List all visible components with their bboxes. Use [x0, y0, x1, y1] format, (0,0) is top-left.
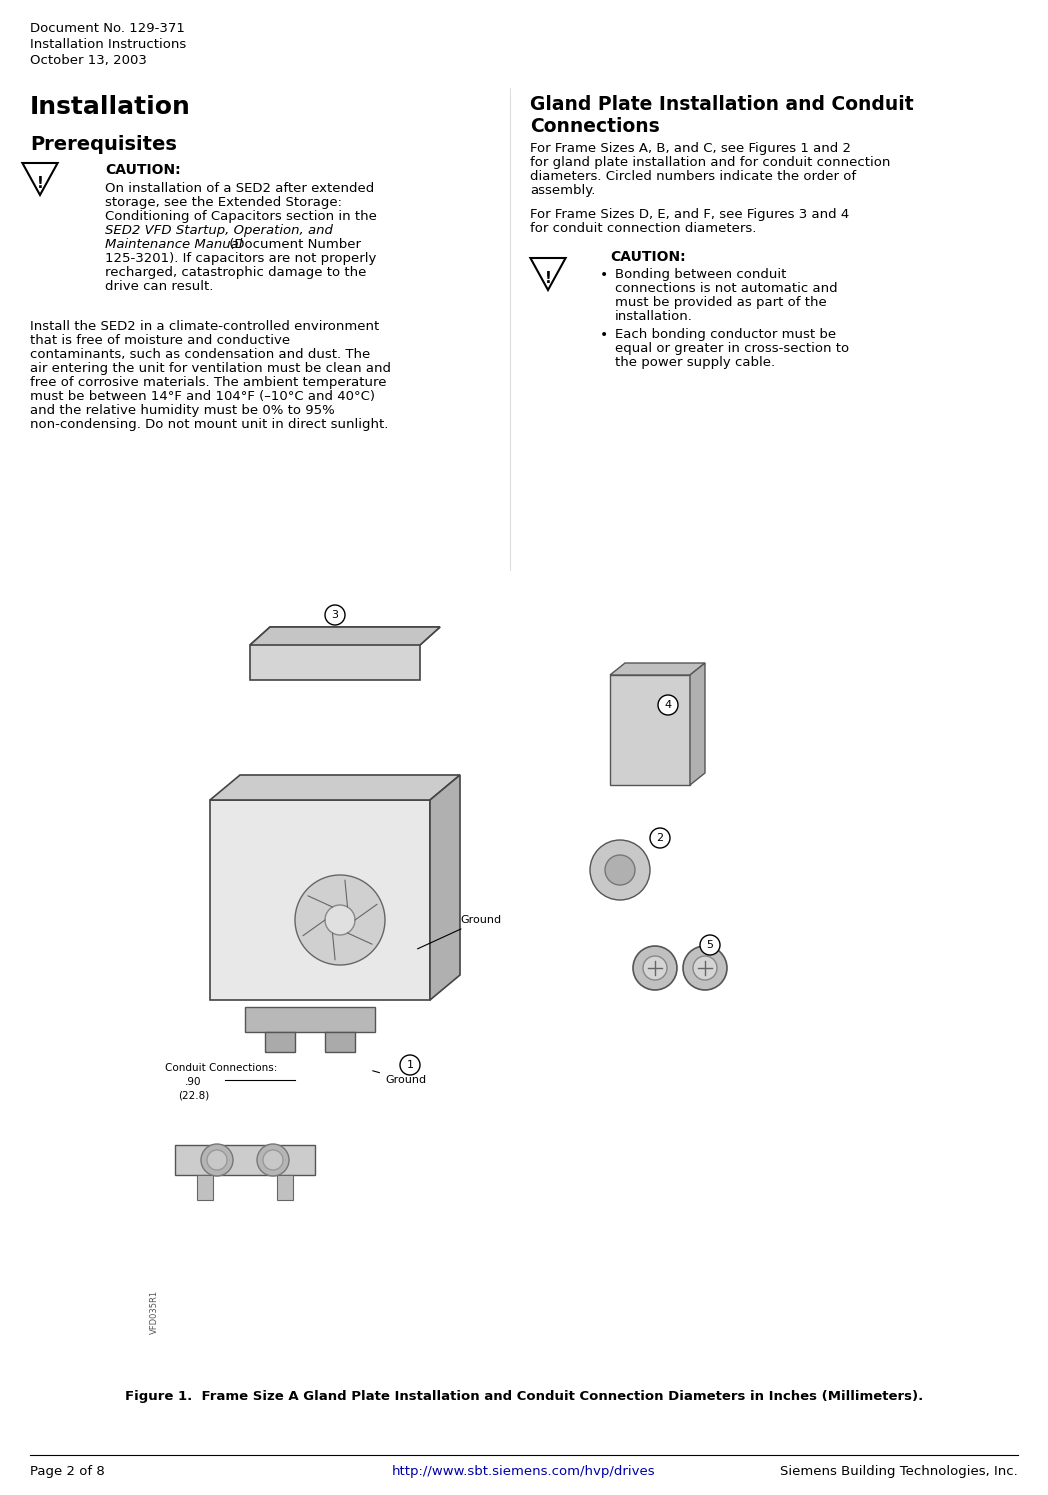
Text: VFD035R1: VFD035R1 — [150, 1290, 159, 1334]
Text: and the relative humidity must be 0% to 95%: and the relative humidity must be 0% to … — [30, 404, 334, 417]
Circle shape — [683, 946, 727, 990]
Text: assembly.: assembly. — [530, 184, 595, 197]
Text: Siemens Building Technologies, Inc.: Siemens Building Technologies, Inc. — [781, 1465, 1018, 1479]
Text: Conduit Connections:: Conduit Connections: — [165, 1063, 278, 1073]
Circle shape — [263, 1150, 283, 1171]
Text: CAUTION:: CAUTION: — [610, 250, 685, 265]
Text: Figure 1.  Frame Size A Gland Plate Installation and Conduit Connection Diameter: Figure 1. Frame Size A Gland Plate Insta… — [125, 1390, 923, 1402]
Text: 125-3201). If capacitors are not properly: 125-3201). If capacitors are not properl… — [105, 253, 376, 265]
Circle shape — [700, 934, 720, 955]
Text: that is free of moisture and conductive: that is free of moisture and conductive — [30, 333, 290, 347]
Circle shape — [693, 955, 717, 981]
Text: 3: 3 — [331, 610, 339, 620]
Text: free of corrosive materials. The ambient temperature: free of corrosive materials. The ambient… — [30, 377, 387, 389]
Text: must be between 14°F and 104°F (–10°C and 40°C): must be between 14°F and 104°F (–10°C an… — [30, 390, 375, 404]
Text: On installation of a SED2 after extended: On installation of a SED2 after extended — [105, 182, 374, 194]
Bar — [245, 1008, 375, 1032]
Text: recharged, catastrophic damage to the: recharged, catastrophic damage to the — [105, 266, 367, 280]
Text: diameters. Circled numbers indicate the order of: diameters. Circled numbers indicate the … — [530, 170, 856, 182]
Text: Gland Plate Installation and Conduit: Gland Plate Installation and Conduit — [530, 96, 914, 114]
Text: Installation Instructions: Installation Instructions — [30, 37, 187, 51]
Text: 2: 2 — [656, 833, 663, 843]
Text: CAUTION:: CAUTION: — [105, 163, 180, 176]
Circle shape — [400, 1055, 420, 1075]
Text: contaminants, such as condensation and dust. The: contaminants, such as condensation and d… — [30, 348, 370, 360]
Text: http://www.sbt.siemens.com/hvp/drives: http://www.sbt.siemens.com/hvp/drives — [392, 1465, 656, 1479]
Polygon shape — [610, 662, 705, 676]
Text: (Document Number: (Document Number — [225, 238, 361, 251]
Circle shape — [201, 1144, 233, 1177]
Circle shape — [208, 1150, 227, 1171]
Text: !: ! — [37, 176, 43, 191]
Text: Document No. 129-371: Document No. 129-371 — [30, 22, 184, 34]
Polygon shape — [22, 163, 58, 194]
Polygon shape — [690, 662, 705, 785]
Bar — [197, 1175, 213, 1200]
Text: the power supply cable.: the power supply cable. — [615, 356, 776, 369]
Text: non-condensing. Do not mount unit in direct sunlight.: non-condensing. Do not mount unit in dir… — [30, 419, 389, 431]
Text: October 13, 2003: October 13, 2003 — [30, 54, 147, 67]
Polygon shape — [430, 774, 460, 1000]
Text: equal or greater in cross-section to: equal or greater in cross-section to — [615, 342, 849, 354]
Text: must be provided as part of the: must be provided as part of the — [615, 296, 827, 309]
Bar — [325, 1032, 355, 1052]
Bar — [175, 1145, 315, 1175]
Polygon shape — [250, 626, 440, 680]
Text: 4: 4 — [664, 700, 672, 710]
Text: for conduit connection diameters.: for conduit connection diameters. — [530, 221, 757, 235]
Bar — [265, 1032, 294, 1052]
Text: SED2 VFD Startup, Operation, and: SED2 VFD Startup, Operation, and — [105, 224, 333, 238]
Circle shape — [325, 605, 345, 625]
Text: air entering the unit for ventilation must be clean and: air entering the unit for ventilation mu… — [30, 362, 391, 375]
Text: Prerequisites: Prerequisites — [30, 135, 177, 154]
Text: Connections: Connections — [530, 117, 660, 136]
Text: Install the SED2 in a climate-controlled environment: Install the SED2 in a climate-controlled… — [30, 320, 379, 333]
Text: Page 2 of 8: Page 2 of 8 — [30, 1465, 105, 1479]
Polygon shape — [210, 774, 460, 800]
Text: storage, see the Extended Storage:: storage, see the Extended Storage: — [105, 196, 342, 209]
Circle shape — [257, 1144, 289, 1177]
Circle shape — [590, 840, 650, 900]
Circle shape — [605, 855, 635, 885]
Circle shape — [658, 695, 678, 715]
Bar — [210, 800, 430, 1000]
Circle shape — [325, 904, 355, 934]
Text: for gland plate installation and for conduit connection: for gland plate installation and for con… — [530, 155, 891, 169]
Text: Bonding between conduit: Bonding between conduit — [615, 268, 786, 281]
Text: 5: 5 — [706, 940, 714, 949]
Polygon shape — [250, 626, 440, 644]
Bar — [277, 1175, 293, 1200]
Text: .90: .90 — [185, 1076, 201, 1087]
Polygon shape — [530, 259, 566, 290]
Text: Ground: Ground — [417, 915, 501, 949]
Text: •: • — [601, 327, 608, 342]
Text: Installation: Installation — [30, 96, 191, 120]
Bar — [610, 676, 690, 785]
Text: connections is not automatic and: connections is not automatic and — [615, 283, 837, 295]
Text: Maintenance Manual: Maintenance Manual — [105, 238, 242, 251]
Text: For Frame Sizes A, B, and C, see Figures 1 and 2: For Frame Sizes A, B, and C, see Figures… — [530, 142, 851, 155]
Circle shape — [294, 875, 385, 964]
Circle shape — [643, 955, 667, 981]
Text: (22.8): (22.8) — [178, 1091, 210, 1100]
Circle shape — [650, 828, 670, 848]
Text: For Frame Sizes D, E, and F, see Figures 3 and 4: For Frame Sizes D, E, and F, see Figures… — [530, 208, 849, 221]
Text: •: • — [601, 268, 608, 283]
Text: 1: 1 — [407, 1060, 414, 1070]
Text: installation.: installation. — [615, 309, 693, 323]
Text: !: ! — [545, 271, 551, 287]
Text: Conditioning of Capacitors section in the: Conditioning of Capacitors section in th… — [105, 209, 377, 223]
Text: Each bonding conductor must be: Each bonding conductor must be — [615, 327, 836, 341]
Circle shape — [633, 946, 677, 990]
Text: Ground: Ground — [373, 1070, 427, 1085]
Text: drive can result.: drive can result. — [105, 280, 214, 293]
